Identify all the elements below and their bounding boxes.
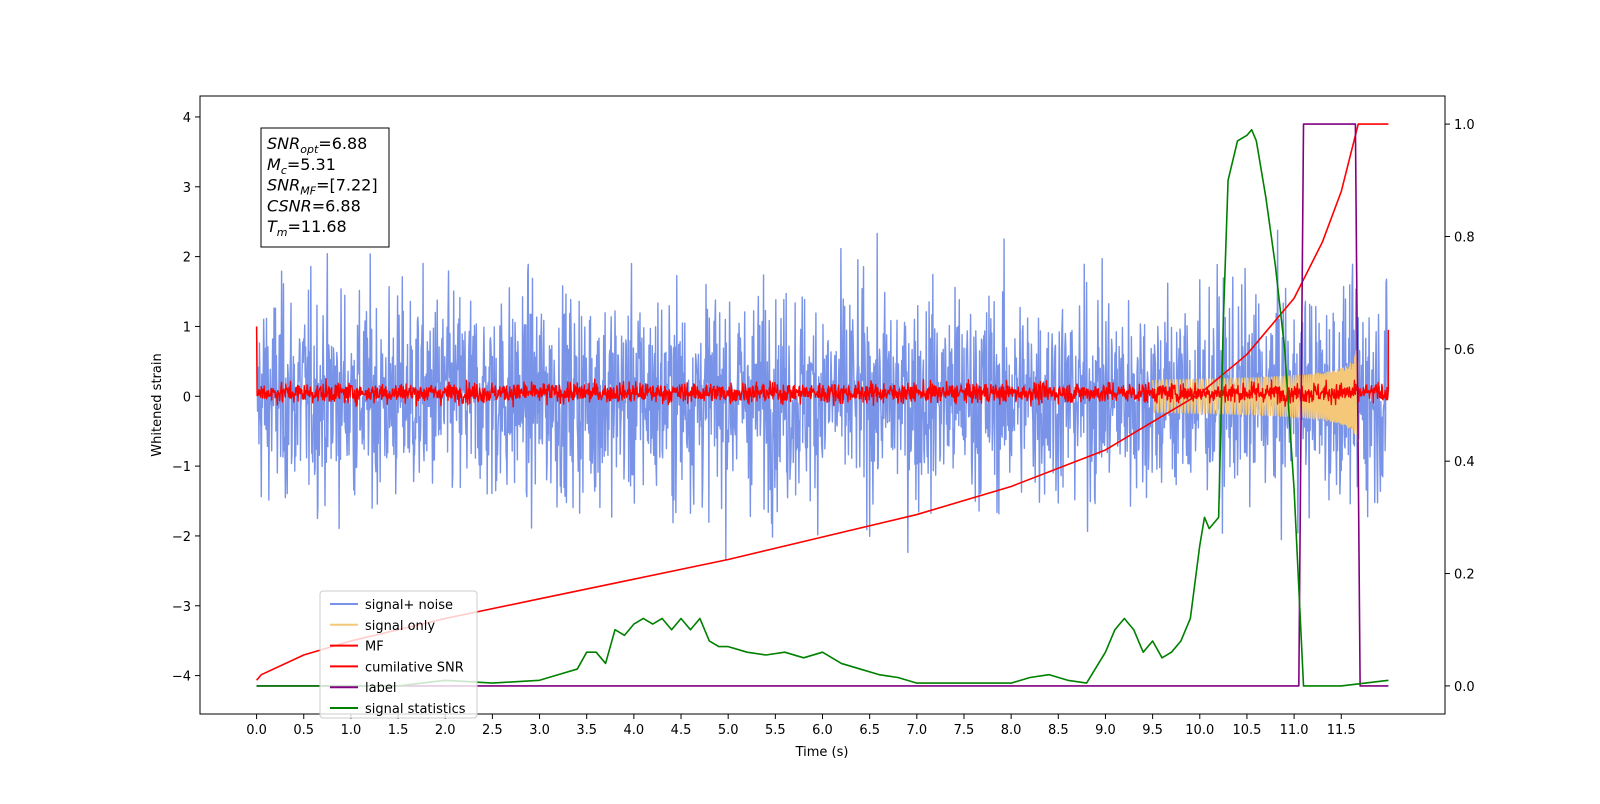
x-tick-label: 7.5 [954,723,975,738]
legend-label: signal only [365,619,435,634]
legend: signal+ noise signal only MF cumilative SNR… [319,590,478,719]
x-tick-label: 8.0 [1001,723,1022,738]
y-tick-label: 0 [183,390,191,405]
y-tick-label: −4 [172,670,191,685]
stats-line: SNRMF=[7.22] [267,176,378,198]
x-tick-label: 10.5 [1232,723,1261,738]
y2-tick-label: 0.2 [1454,568,1475,583]
x-tick-label: 0.0 [246,723,267,738]
x-tick-label: 11.0 [1280,723,1309,738]
stats-line: Mc=5.31 [267,155,336,177]
legend-label: MF [365,640,384,655]
x-tick-label: 6.5 [859,723,880,738]
legend-label: cumilative SNR [365,660,464,675]
x-tick-label: 10.0 [1185,723,1214,738]
x-tick-label: 3.5 [576,723,597,738]
y2-axis-ticks: 1.0 0.8 0.6 0.4 0.2 0.0 [1445,118,1475,695]
y-tick-label: 1 [183,320,191,335]
x-tick-label: 2.5 [482,723,503,738]
stats-line: CSNR=6.88 [267,196,361,215]
y2-tick-label: 0.0 [1454,680,1475,695]
x-axis-ticks: 0.0 0.5 1.0 1.5 2.0 2.5 3.0 3.5 4.0 4.5 5.0 5.5 6.0 6… [246,714,1356,738]
legend-label: signal+ noise [365,598,453,613]
series-label [256,123,1389,687]
x-tick-label: 0.5 [293,723,314,738]
x-tick-label: 3.0 [529,723,550,738]
x-tick-label: 7.0 [906,723,927,738]
x-axis-label: Time (s) [795,745,849,760]
y2-tick-label: 0.6 [1454,343,1475,358]
y-tick-label: −2 [172,530,191,545]
x-tick-label: 1.5 [388,723,409,738]
x-tick-label: 1.0 [341,723,362,738]
y-tick-label: 3 [183,181,191,196]
x-tick-label: 4.0 [624,723,645,738]
y-tick-label: −1 [172,460,191,475]
x-tick-label: 11.5 [1327,723,1356,738]
x-tick-label: 9.5 [1142,723,1163,738]
y2-tick-label: 0.4 [1454,455,1475,470]
stats-box-frame [260,127,390,248]
y-tick-label: −3 [172,600,191,615]
x-tick-label: 5.5 [765,723,786,738]
legend-frame [319,590,478,719]
x-tick-label: 8.5 [1048,723,1069,738]
y-axis-ticks: 4 3 2 1 0 −1 −2 −3 −4 [172,111,200,685]
x-tick-label: 5.0 [718,723,739,738]
x-tick-label: 4.5 [671,723,692,738]
x-tick-label: 9.0 [1095,723,1116,738]
legend-label: signal statistics [365,702,466,717]
stats-line: Tm=11.68 [267,217,347,239]
x-tick-label: 6.0 [812,723,833,738]
series-mf [255,326,1390,408]
series-signal-statistics [256,128,1389,687]
y2-tick-label: 1.0 [1454,118,1475,133]
stats-line: SNRopt=6.88 [267,134,367,156]
legend-label: label [365,681,396,696]
y-tick-label: 4 [183,111,191,126]
series-signal-noise [255,229,1390,561]
x-tick-label: 2.0 [435,723,456,738]
y-axis-label: Whitened strain [150,353,165,456]
y2-tick-label: 0.8 [1454,230,1475,245]
y-tick-label: 2 [183,251,191,266]
